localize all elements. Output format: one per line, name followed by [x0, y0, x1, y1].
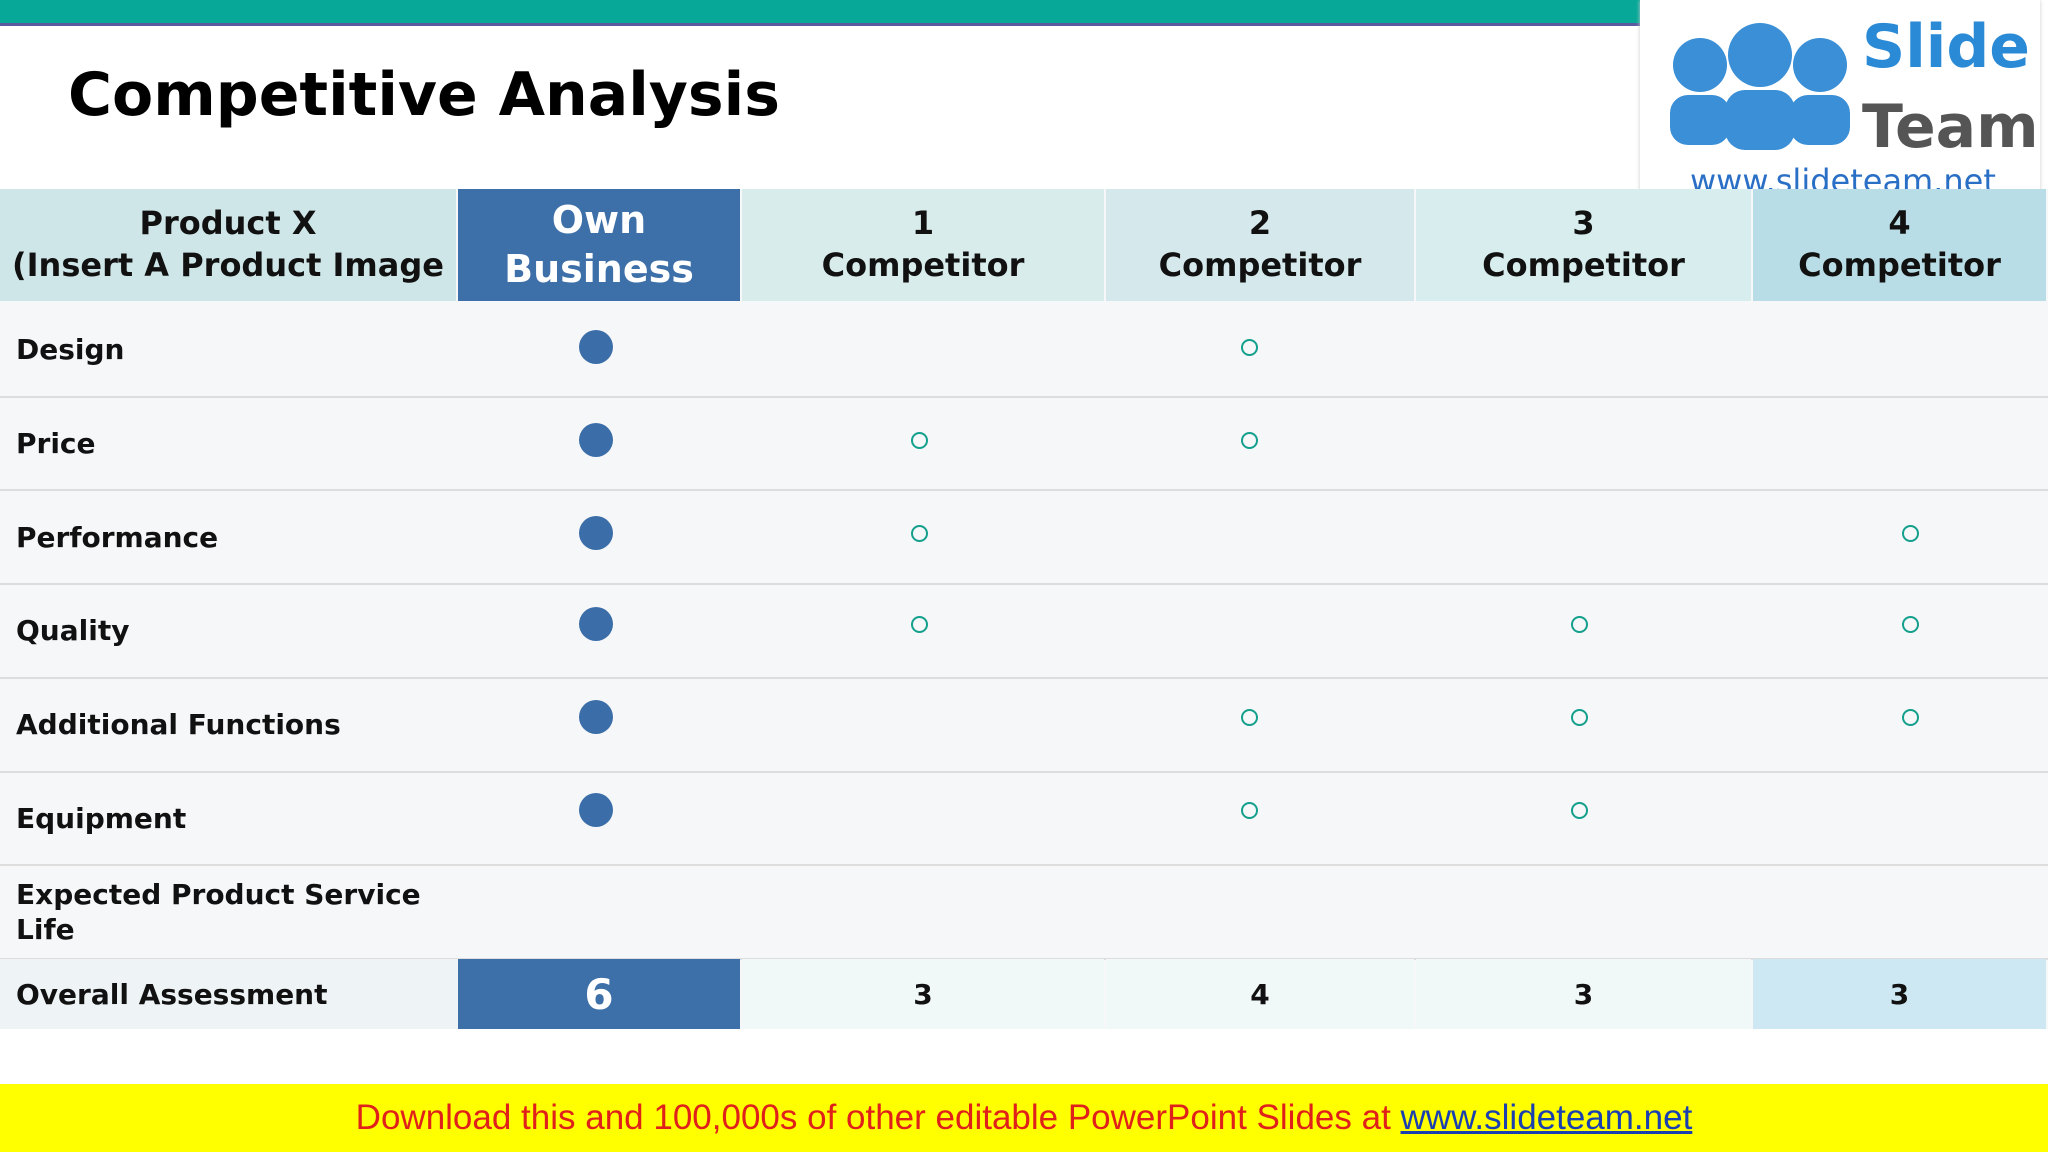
marker-open [911, 616, 928, 633]
row-line [0, 395, 2048, 398]
header-cell: 3 Competitor [1416, 189, 1751, 301]
marker-open [911, 525, 928, 542]
marker-filled [579, 423, 613, 457]
marker-open [1571, 802, 1588, 819]
total-cell: 3 [742, 959, 1104, 1029]
row-line [0, 489, 2048, 492]
row-label: Additional Functions [16, 708, 341, 742]
logo-word: Slide [1862, 12, 2030, 82]
marker-open [911, 432, 928, 449]
marker-open [1241, 802, 1258, 819]
row-label: Performance [16, 520, 219, 554]
total-cell: 4 [1106, 959, 1414, 1029]
marker-open [1571, 616, 1588, 633]
logo: Slide Team www.slideteam.net [1640, 0, 2040, 200]
total-cell: 3 [1753, 959, 2046, 1029]
table [0, 189, 2048, 1029]
row-line [0, 583, 2048, 586]
row-line [0, 770, 2048, 773]
marker-filled [579, 516, 613, 550]
total-cell: 3 [1416, 959, 1751, 1029]
title: Competitive Analysis [68, 60, 780, 130]
row-line [0, 957, 2048, 960]
footer-link[interactable]: www.slideteam.net [1400, 1098, 1693, 1137]
row-label: Price [16, 427, 96, 461]
marker-open [1241, 339, 1258, 356]
footer: Download this and 100,000s of other edit… [0, 1084, 2048, 1152]
marker-open [1902, 709, 1919, 726]
row-label: Equipment [16, 801, 187, 835]
footer-text: Download this and 100,000s of other edit… [355, 1098, 1401, 1137]
header-cell: Own Business [458, 189, 740, 301]
header-cell: 4 Competitor [1753, 189, 2046, 301]
marker-open [1902, 616, 1919, 633]
marker-filled [579, 793, 613, 827]
marker-filled [579, 700, 613, 734]
marker-open [1241, 432, 1258, 449]
header-cell: Product X (Insert A Product Image [0, 189, 456, 301]
top-bar [0, 0, 1640, 26]
total-label: Overall Assessment [0, 959, 458, 1029]
marker-open [1902, 525, 1919, 542]
logo-icon [1670, 23, 1850, 150]
marker-open [1241, 709, 1258, 726]
marker-filled [579, 607, 613, 641]
total-cell: 6 [458, 959, 740, 1029]
row-line [0, 864, 2048, 867]
row-label: Design [16, 333, 125, 367]
logo-word: Team [1862, 92, 2039, 162]
row-label: Quality [16, 614, 130, 648]
header-cell: 1 Competitor [742, 189, 1104, 301]
header-cell: 2 Competitor [1106, 189, 1414, 301]
row-label: Expected Product Service Life [16, 878, 421, 947]
marker-open [1571, 709, 1588, 726]
marker-filled [579, 330, 613, 364]
row-line [0, 676, 2048, 679]
